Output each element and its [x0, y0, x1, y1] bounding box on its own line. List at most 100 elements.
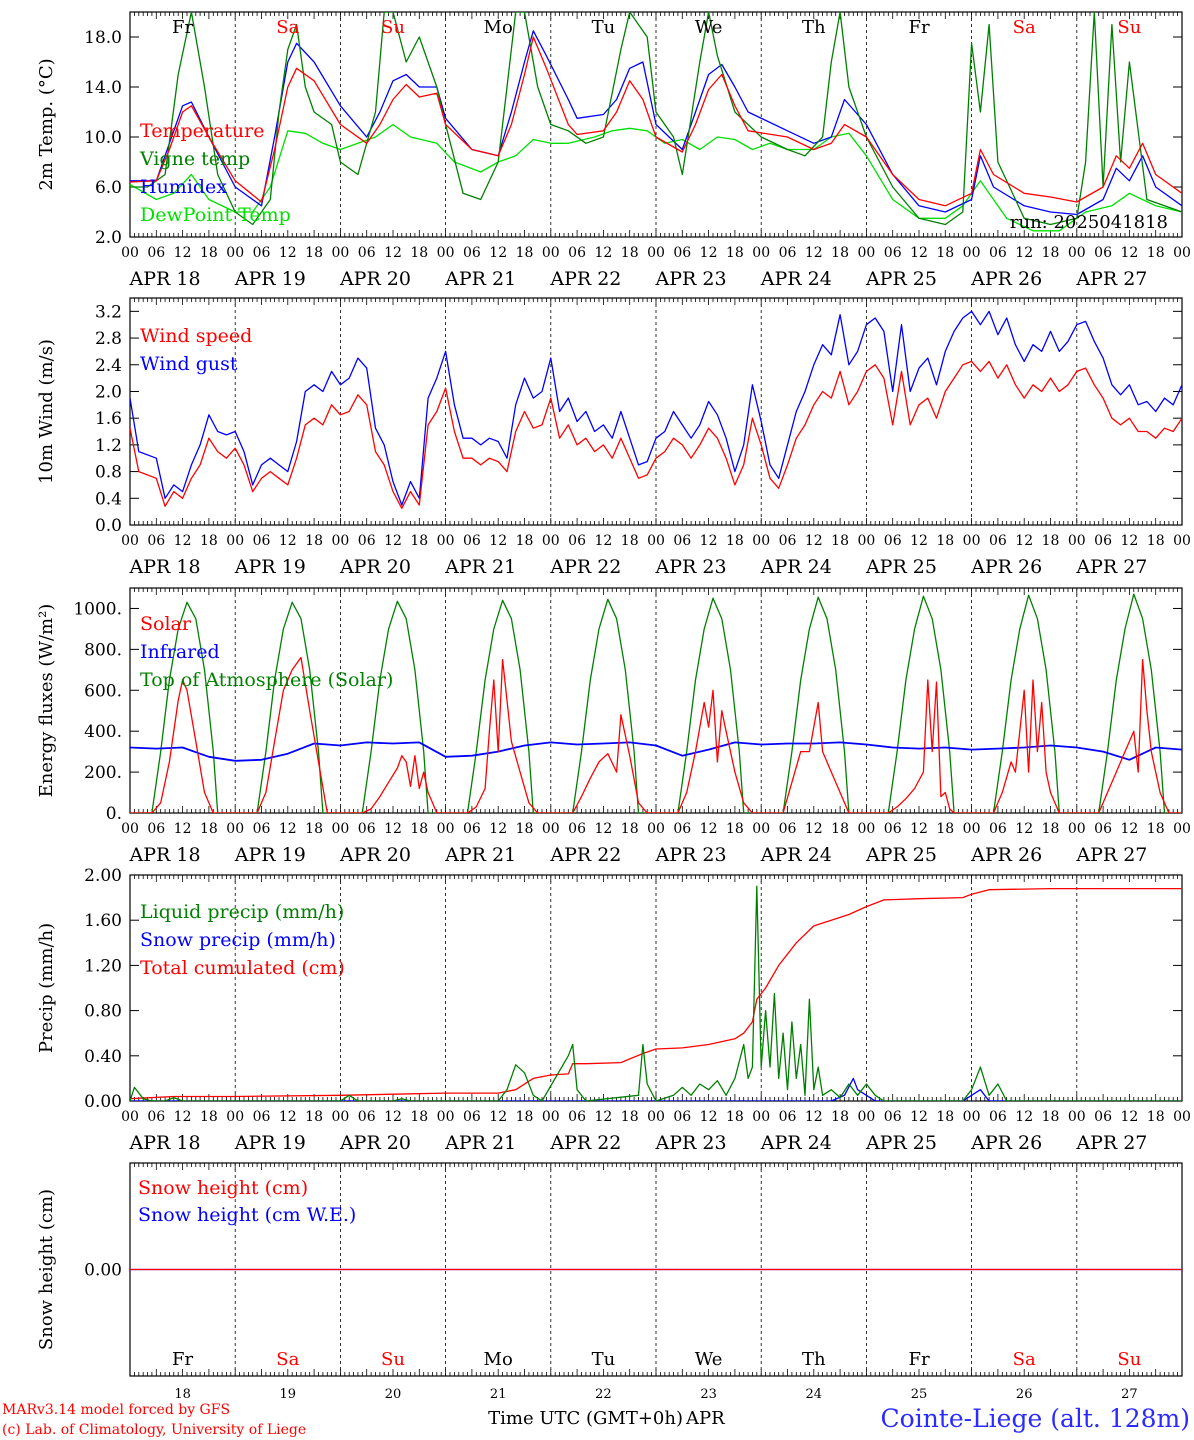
y-tick-label: 2.0 [95, 382, 122, 402]
x-hour-label: 06 [463, 245, 481, 261]
legend-entry: Total cumulated (cm) [140, 957, 345, 979]
x-hour-label: 00 [963, 533, 981, 549]
x-hour-label: 18 [1042, 245, 1060, 261]
legend-entry: Snow height (cm) [138, 1177, 308, 1199]
x-hour-label: 18 [1147, 245, 1165, 261]
y-axis-label: Precip (mm/h) [36, 923, 57, 1053]
day-label: Sa [276, 17, 299, 38]
x-hour-label: 18 [1042, 821, 1060, 837]
x-hour-label: 12 [805, 1109, 823, 1125]
x-tick-marks [129, 298, 1183, 525]
y-axis-label: Snow height (cm) [36, 1189, 57, 1350]
x-hour-label: 12 [489, 821, 507, 837]
x-hour-label: 00 [1173, 821, 1191, 837]
x-hour-label: 06 [253, 245, 271, 261]
legend-entry: Temperature [140, 120, 264, 142]
x-hour-label: 06 [568, 245, 586, 261]
x-hour-label: 06 [884, 1109, 902, 1125]
x-hour-label: 06 [147, 245, 165, 261]
day-label: Su [381, 17, 405, 38]
y-axis-label: 2m Temp. (°C) [36, 58, 57, 190]
y-tick-label: 1.20 [84, 956, 122, 976]
x-date-label: APR 19 [234, 268, 306, 290]
x-hour-label: 06 [884, 533, 902, 549]
x-hour-label: 00 [1173, 533, 1191, 549]
y-tick-label: 800. [84, 640, 122, 660]
x-axis-label: Time UTC (GMT+0h) [488, 1408, 683, 1429]
x-hour-label: 06 [358, 245, 376, 261]
legend-entry: Infrared [140, 641, 220, 663]
x-hour-label: 06 [358, 1109, 376, 1125]
x-date-label: APR 27 [1075, 844, 1147, 866]
x-hour-label: 00 [1173, 1109, 1191, 1125]
day-number: 23 [700, 1387, 717, 1402]
x-date-label: APR 27 [1075, 268, 1147, 290]
x-hour-label: 00 [542, 821, 560, 837]
y-axis-label: 10m Wind (m/s) [36, 339, 57, 484]
x-date-label: APR 23 [655, 268, 727, 290]
x-hour-label: 18 [516, 245, 534, 261]
x-hour-label: 18 [410, 1109, 428, 1125]
x-hour-label: 12 [279, 1109, 297, 1125]
x-date-label: APR 22 [549, 844, 621, 866]
day-label: Mo [484, 17, 513, 38]
x-hour-label: 00 [437, 245, 455, 261]
x-hour-label: 12 [910, 1109, 928, 1125]
x-hour-label: 12 [805, 821, 823, 837]
x-date-label: APR 20 [339, 268, 411, 290]
x-hour-label: 12 [1120, 245, 1138, 261]
series-line-vigne-temp [130, 12, 1182, 226]
y-tick-label: 14.0 [84, 78, 122, 98]
x-hour-label: 00 [331, 533, 349, 549]
x-tick-marks [129, 12, 1183, 237]
y-tick-label: 200. [84, 763, 122, 783]
x-hour-label: 06 [884, 821, 902, 837]
x-hour-label: 00 [647, 533, 665, 549]
x-hour-label: 18 [1042, 533, 1060, 549]
legend-entry: Solar [140, 613, 192, 635]
panel-temperature: 2.0 6.0 10.0 14.0 18.0 2m Temp. (°C) Temperatu… [36, 11, 1191, 290]
y-tick-label: 600. [84, 681, 122, 701]
x-hour-label: 18 [726, 1109, 744, 1125]
day-number: 18 [174, 1387, 191, 1402]
x-hour-label: 18 [305, 245, 323, 261]
x-hour-label: 18 [936, 533, 954, 549]
x-hour-label: 00 [121, 245, 139, 261]
x-hour-label: 18 [621, 533, 639, 549]
series-group [130, 310, 1182, 509]
x-date-label: APR 25 [865, 844, 937, 866]
x-hour-label: 12 [1015, 1109, 1033, 1125]
x-date-label: APR 24 [760, 844, 832, 866]
x-hour-label: 12 [174, 533, 192, 549]
day-number: 19 [280, 1387, 297, 1402]
day-label: Sa [1013, 17, 1036, 38]
series-line-dewpoint-temp [130, 123, 1182, 232]
x-hour-label: 00 [857, 821, 875, 837]
x-hour-label: 06 [989, 1109, 1007, 1125]
x-hour-label: 18 [516, 1109, 534, 1125]
x-hour-label: 06 [568, 533, 586, 549]
x-hour-label: 18 [621, 245, 639, 261]
series-line-snow-precip-mm-h- [130, 1077, 1182, 1101]
x-date-label: APR 23 [655, 844, 727, 866]
x-hour-label: 12 [384, 533, 402, 549]
day-label: We [695, 1349, 723, 1370]
x-hour-label: 00 [331, 1109, 349, 1125]
x-hour-label: 00 [963, 245, 981, 261]
x-hour-label: 18 [516, 821, 534, 837]
x-hour-label: 06 [253, 821, 271, 837]
legend-entry: Wind speed [140, 325, 252, 347]
legend-entry: DewPoint Temp [140, 204, 291, 226]
x-hour-label: 06 [779, 1109, 797, 1125]
lab-credit: (c) Lab. of Climatology, University of L… [2, 1422, 306, 1438]
x-date-label: APR 26 [970, 268, 1042, 290]
x-tick-marks [129, 875, 1183, 1101]
y-tick-label: 0.4 [95, 489, 122, 509]
x-hour-label: 06 [779, 245, 797, 261]
x-hour-label: 12 [910, 821, 928, 837]
x-hour-label: 00 [1068, 533, 1086, 549]
x-hour-label: 00 [1068, 821, 1086, 837]
x-hour-label: 18 [516, 533, 534, 549]
model-credit: MARv3.14 model forced by GFS [2, 1402, 230, 1418]
x-hour-label: 18 [936, 1109, 954, 1125]
